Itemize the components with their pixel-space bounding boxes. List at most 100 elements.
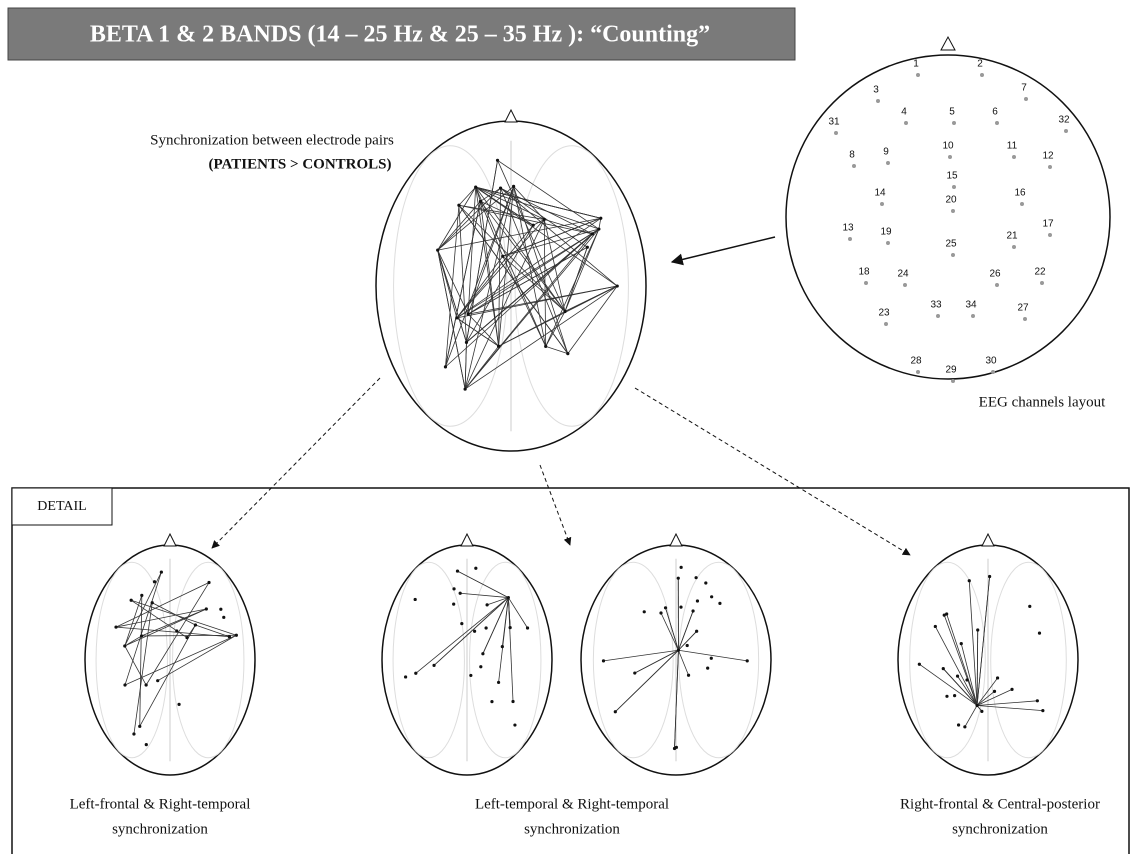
electrode-dot <box>936 314 940 318</box>
node <box>219 607 223 611</box>
node <box>718 601 722 606</box>
electrode-label: 26 <box>989 269 1001 280</box>
node <box>945 612 949 616</box>
node <box>613 710 617 714</box>
node <box>963 725 967 729</box>
electrode-label: 1 <box>913 59 919 70</box>
node <box>234 633 238 637</box>
node <box>140 593 144 598</box>
node <box>685 643 689 648</box>
node <box>484 626 488 630</box>
node <box>495 158 500 162</box>
connection <box>498 186 514 347</box>
connection <box>482 597 509 654</box>
node <box>615 284 619 288</box>
electrode-label: 11 <box>1007 141 1018 152</box>
node <box>988 574 992 579</box>
connection <box>458 186 476 206</box>
node <box>469 673 473 678</box>
connection <box>475 186 534 226</box>
node <box>525 626 530 630</box>
brain-outline <box>678 561 760 759</box>
node <box>144 683 148 687</box>
electrode-dot <box>876 99 880 103</box>
connection <box>458 205 467 343</box>
node <box>676 576 680 580</box>
title-box <box>7 7 796 61</box>
node <box>485 603 489 607</box>
connection <box>564 228 600 312</box>
electrode-dot <box>880 202 884 206</box>
electrode-dot <box>864 281 868 285</box>
node <box>917 662 921 666</box>
node <box>953 694 957 698</box>
electrode-dot <box>948 155 952 159</box>
node <box>413 597 417 602</box>
connection <box>545 346 568 354</box>
node <box>114 625 118 629</box>
node <box>1037 631 1042 635</box>
electrode-label: 20 <box>945 195 957 206</box>
node <box>563 309 567 314</box>
connection <box>674 650 679 749</box>
connection <box>124 571 162 647</box>
node <box>686 673 691 677</box>
electrode-label: 9 <box>883 147 889 158</box>
node <box>691 609 695 613</box>
node <box>472 629 477 633</box>
title: BETA 1 & 2 BANDS (14 – 25 Hz & 25 – 35 H… <box>90 22 710 48</box>
electrode-dot <box>904 121 908 125</box>
detail-box <box>11 487 1130 854</box>
node <box>694 576 698 580</box>
electrode-dot <box>952 185 956 189</box>
connection <box>480 201 566 312</box>
connection <box>458 205 569 354</box>
node <box>443 365 448 369</box>
connection <box>475 186 601 219</box>
electrode-dot <box>852 164 856 168</box>
center-caption: (PATIENTS > CONTROLS) <box>208 156 391 172</box>
connection <box>968 580 978 706</box>
node <box>498 186 503 190</box>
electrode-label: 33 <box>930 300 942 311</box>
node <box>531 223 535 227</box>
connection <box>513 186 547 347</box>
node <box>995 676 1000 680</box>
brain-outline <box>469 561 542 759</box>
node <box>479 665 483 669</box>
node <box>464 340 469 344</box>
brain-outline <box>514 145 629 427</box>
connection <box>977 700 1038 706</box>
node <box>175 629 179 633</box>
connection <box>415 597 509 674</box>
electrode-label: 10 <box>942 141 954 152</box>
electrode-dot <box>903 283 907 287</box>
node <box>436 248 440 252</box>
nose <box>163 532 177 547</box>
electrode-label: 19 <box>880 227 892 238</box>
node <box>704 581 708 585</box>
node <box>506 595 510 600</box>
connection <box>976 677 998 706</box>
node <box>1035 699 1039 703</box>
electrode-dot <box>995 121 999 125</box>
connection <box>497 159 600 230</box>
connection <box>437 250 458 319</box>
connection <box>464 342 467 390</box>
node <box>501 254 505 258</box>
connection <box>598 218 602 230</box>
node <box>455 316 459 320</box>
node <box>679 565 683 569</box>
node <box>941 667 945 671</box>
connection <box>615 649 679 713</box>
connection <box>919 663 978 706</box>
connection <box>464 228 600 390</box>
connection <box>976 629 979 706</box>
electrode-label: 31 <box>828 117 840 128</box>
electrode-label: 4 <box>901 107 907 118</box>
connection <box>437 217 601 251</box>
node <box>975 703 979 708</box>
electrode-dot <box>916 73 920 77</box>
node <box>138 724 142 728</box>
